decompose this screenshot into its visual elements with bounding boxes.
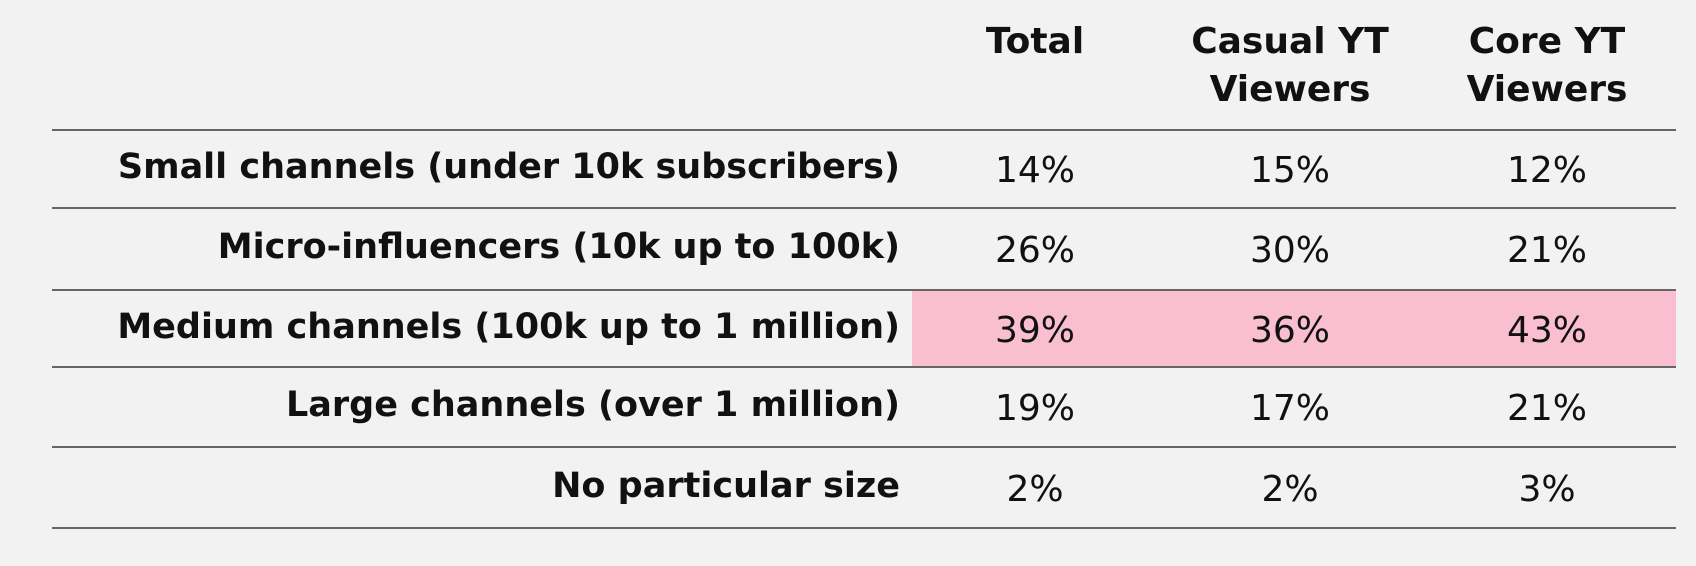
cell-value: 3% — [1518, 468, 1576, 510]
cell-value: 12% — [1506, 150, 1587, 191]
cell-value: 15% — [1249, 150, 1330, 191]
row-divider — [52, 129, 1676, 131]
cell-value: 14% — [994, 150, 1075, 191]
column-header: Core YT Viewers — [1466, 21, 1628, 110]
column-header: Casual YT Viewers — [1191, 21, 1389, 110]
cell-value: 21% — [1506, 388, 1587, 429]
row-divider — [52, 446, 1676, 448]
cell-value: 36% — [1249, 309, 1330, 351]
cell-value: 21% — [1506, 230, 1587, 271]
cell-value: 17% — [1249, 388, 1330, 429]
cell-value: 30% — [1249, 230, 1330, 271]
row-divider — [52, 366, 1676, 368]
cell-value: 2% — [1261, 468, 1319, 510]
cell-value: 2% — [1006, 468, 1064, 510]
cell-value: 19% — [994, 388, 1075, 429]
row-divider — [52, 207, 1676, 209]
column-header: Total — [985, 21, 1085, 62]
row-label: Medium channels (100k up to 1 million) — [117, 306, 900, 347]
row-label: Micro-influencers (10k up to 100k) — [217, 227, 900, 267]
row-divider — [52, 289, 1676, 291]
cell-value: 26% — [994, 230, 1075, 271]
cell-value: 39% — [994, 309, 1075, 351]
highlight-band — [912, 290, 1676, 367]
row-divider — [52, 527, 1676, 529]
cell-value: 43% — [1506, 309, 1587, 351]
row-label: Large channels (over 1 million) — [285, 385, 900, 425]
row-label: Small channels (under 10k subscribers) — [117, 147, 900, 187]
row-label: No particular size — [552, 465, 900, 506]
